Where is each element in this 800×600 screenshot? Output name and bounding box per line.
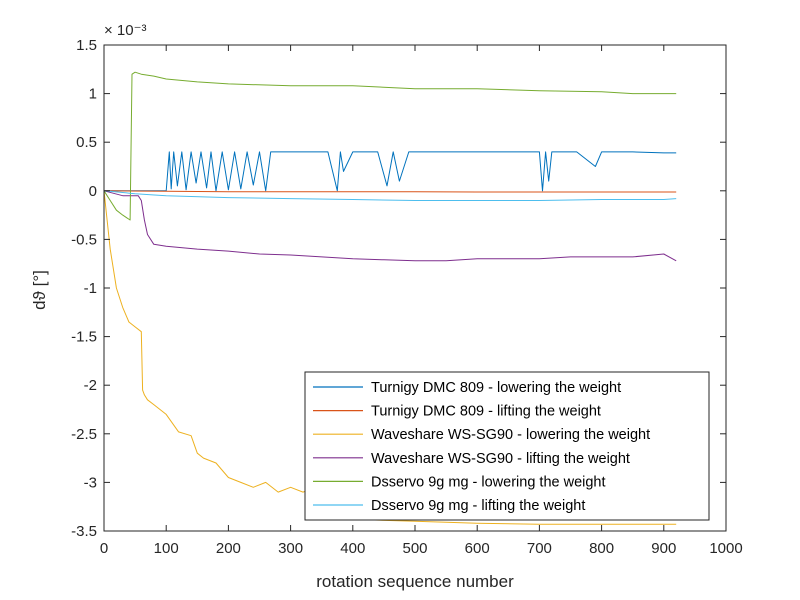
x-tick-label: 800 bbox=[589, 540, 614, 557]
x-tick-label: 100 bbox=[154, 540, 179, 557]
y-tick-label: -0.5 bbox=[71, 231, 97, 248]
legend-entry-label: Turnigy DMC 809 - lifting the weight bbox=[371, 404, 601, 420]
y-axis-label: dϑ [°] bbox=[30, 270, 49, 310]
series-line-6 bbox=[103, 190, 677, 201]
series-line-2 bbox=[103, 190, 677, 193]
legend-entry-label: Dsservo 9g mg - lifting the weight bbox=[371, 498, 585, 514]
x-tick-label: 900 bbox=[651, 540, 676, 557]
legend-entry-label: Waveshare WS-SG90 - lifting the weight bbox=[371, 451, 630, 467]
x-tick-label: 700 bbox=[527, 540, 552, 557]
legend-entry-label: Waveshare WS-SG90 - lowering the weight bbox=[371, 427, 650, 443]
x-tick-label: 200 bbox=[216, 540, 241, 557]
y-tick-label: -1 bbox=[84, 280, 97, 297]
y-tick-label: 0 bbox=[89, 183, 97, 200]
series-line-1 bbox=[104, 151, 677, 192]
y-tick-label: -3 bbox=[84, 474, 97, 491]
y-tick-label: 0.5 bbox=[76, 134, 97, 151]
legend-box bbox=[304, 371, 710, 521]
y-tick-label: 1 bbox=[89, 86, 97, 103]
axis-tick-labels: 0 100 200 300 400 500 600 700 800 900 1000 1.5 1 0.5 0… bbox=[71, 37, 743, 557]
legend-entry-label: Dsservo 9g mg - lowering the weight bbox=[371, 474, 606, 490]
x-tick-label: 600 bbox=[465, 540, 490, 557]
x-tick-label: 400 bbox=[340, 540, 365, 557]
series-line-5 bbox=[103, 71, 677, 221]
x-tick-label: 1000 bbox=[709, 540, 742, 557]
legend-items: Turnigy DMC 809 - lowering the weight Tur… bbox=[313, 380, 650, 514]
axis-ticks bbox=[103, 44, 727, 532]
series-layer bbox=[103, 71, 677, 525]
x-tick-label: 0 bbox=[100, 540, 108, 557]
x-tick-label: 300 bbox=[278, 540, 303, 557]
legend-entry-label: Turnigy DMC 809 - lowering the weight bbox=[371, 380, 621, 396]
x-axis-label: rotation sequence number bbox=[316, 572, 514, 591]
y-exponent-label: × 10⁻³ bbox=[104, 22, 147, 39]
legend: Turnigy DMC 809 - lowering the weight Tur… bbox=[304, 371, 710, 521]
y-tick-label: 1.5 bbox=[76, 37, 97, 54]
y-tick-label: -3.5 bbox=[71, 523, 97, 540]
y-tick-label: -2.5 bbox=[71, 426, 97, 443]
y-tick-label: -2 bbox=[84, 377, 97, 394]
x-tick-label: 500 bbox=[402, 540, 427, 557]
series-line-4 bbox=[103, 190, 677, 262]
y-tick-label: -1.5 bbox=[71, 329, 97, 346]
